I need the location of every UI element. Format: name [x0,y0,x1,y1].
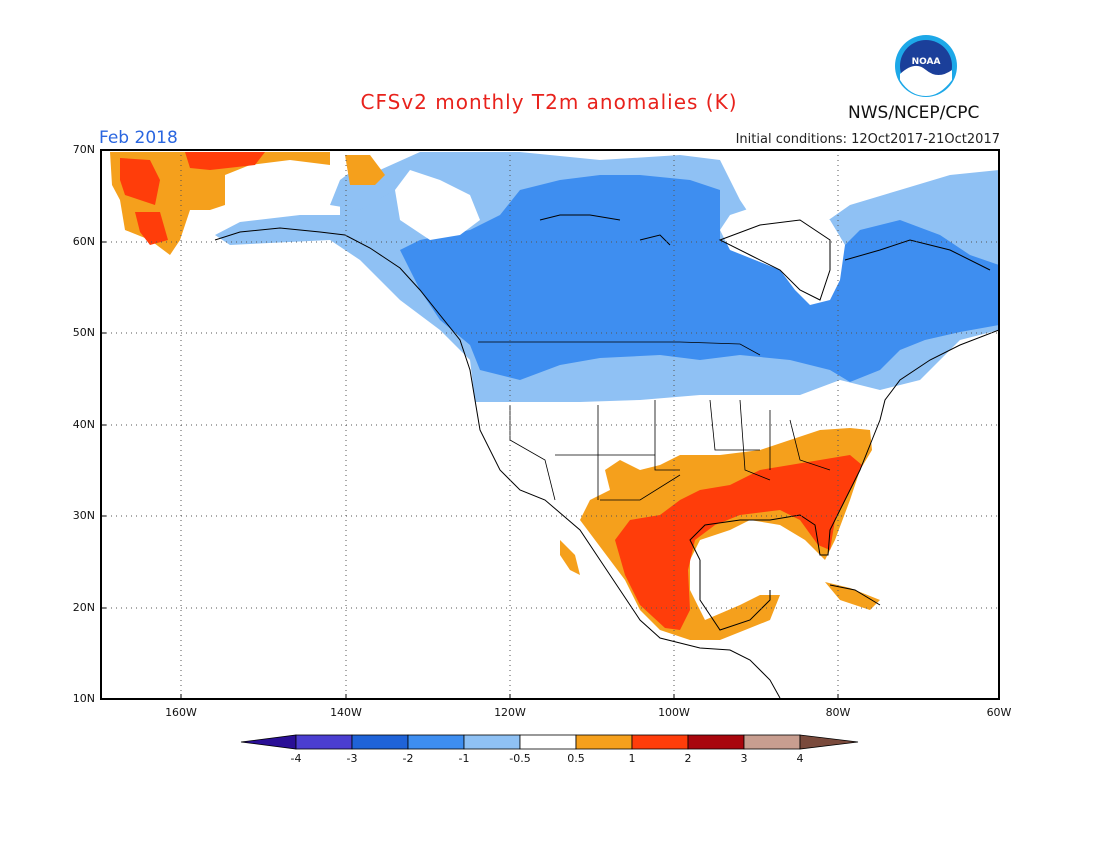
south-warm-red [615,455,862,630]
colorbar-label: -3 [346,752,358,765]
lon-label: 120W [494,706,526,719]
colorbar-swatch-2 [351,734,409,750]
lon-label: 100W [658,706,690,719]
caribbean-orange [825,582,880,610]
lon-label: 60W [986,706,1012,719]
colorbar [240,734,859,750]
colorbar-swatch-1 [295,734,353,750]
colorbar-swatch-0 [240,734,297,750]
colorbar-label: 1 [628,752,636,765]
map-title: CFSv2 monthly T2m anomalies (K) [360,90,738,114]
colorbar-label: -2 [402,752,414,765]
lon-label: 140W [330,706,362,719]
valid-month: Feb 2018 [99,128,178,148]
colorbar-swatch-7 [631,734,689,750]
anomaly-field [110,152,999,640]
alaska-warm-red [120,158,160,205]
noaa-logo: NOAA [895,35,957,97]
lat-label: 60N [72,235,95,248]
colorbar-label: -1 [458,752,470,765]
alaska-warm-red3 [135,212,168,245]
noaa-logo-text: NOAA [912,57,941,67]
colorbar-swatch-8 [687,734,745,750]
colorbar-swatch-6 [575,734,633,750]
lon-label: 80W [825,706,851,719]
colorbar-swatch-4 [463,734,521,750]
lat-label: 40N [72,418,95,431]
lon-label: 160W [165,706,197,719]
yukon-orange [345,155,385,185]
colorbar-label: 3 [740,752,748,765]
colorbar-label: 4 [796,752,804,765]
colorbar-label: 0.5 [567,752,585,765]
colorbar-swatch-10 [799,734,859,750]
alaska-warm-orange [110,152,330,255]
borders [478,341,831,501]
hudson-white [720,205,845,305]
lat-label: 30N [72,509,95,522]
baja-orange [560,540,580,575]
lat-label: 70N [72,143,95,156]
org-label: NWS/NCEP/CPC [848,103,980,123]
colorbar-label: -4 [290,752,302,765]
colorbar-swatch-5 [519,734,577,750]
northern-white [395,170,480,240]
alaska-warm-red2 [185,152,265,170]
colorbar-label: 2 [684,752,692,765]
cold-anomaly-blue [400,175,999,382]
lat-label: 50N [72,326,95,339]
colorbar-label: -0.5 [509,752,531,765]
colorbar-swatch-9 [743,734,801,750]
initial-conditions: Initial conditions: 12Oct2017-21Oct2017 [735,132,1000,147]
map-frame [100,149,1000,700]
lat-label: 20N [72,601,95,614]
lat-label: 10N [72,692,95,705]
colorbar-swatch-3 [407,734,465,750]
